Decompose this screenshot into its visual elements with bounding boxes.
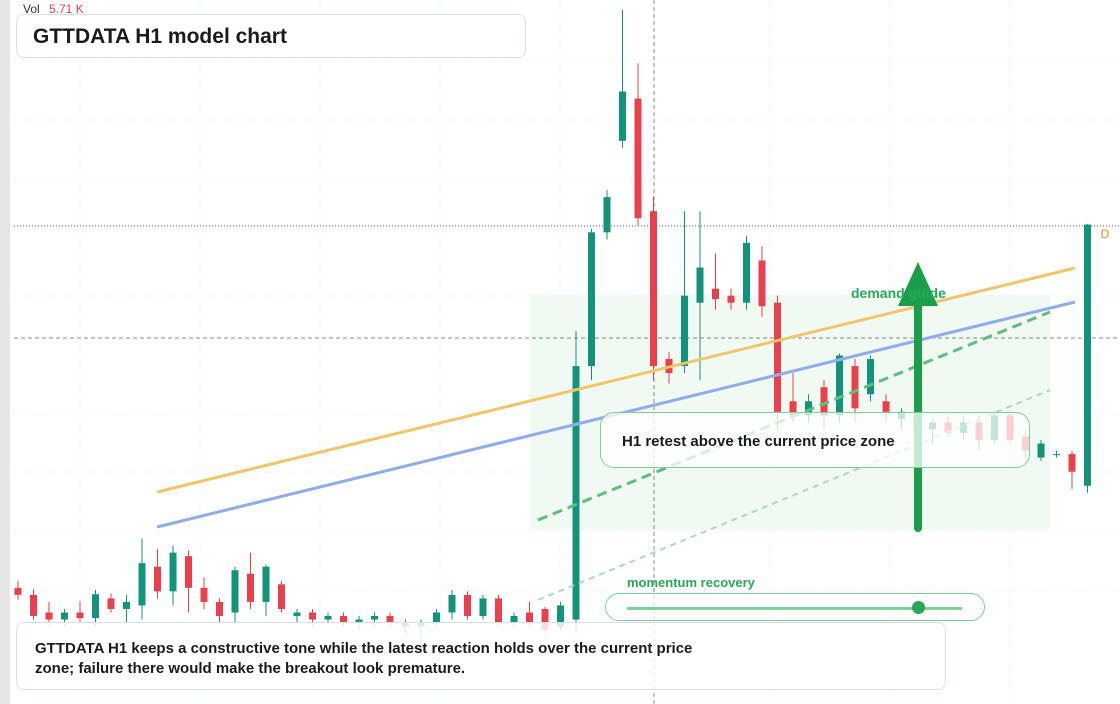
candle-body <box>278 584 285 609</box>
candle-body <box>138 563 146 606</box>
candle-body <box>681 295 688 367</box>
candle-body <box>557 605 564 627</box>
candle-body <box>1068 454 1076 472</box>
candle-body <box>541 608 549 631</box>
candle-body <box>464 594 471 616</box>
candle-body <box>1084 224 1091 486</box>
candle-body <box>882 401 890 412</box>
candle-body <box>712 288 719 300</box>
momentum-slider <box>605 593 985 621</box>
annotation: H1 retest above the current price zone <box>600 412 1030 468</box>
candle-body <box>650 211 657 367</box>
annotation: momentum recovery <box>627 575 755 590</box>
candle-body <box>76 612 84 619</box>
candle-body <box>619 91 626 141</box>
candle-body <box>1053 454 1060 456</box>
candle-body <box>510 616 518 624</box>
candle-body <box>231 570 239 613</box>
candle-body <box>386 616 394 624</box>
candle-body <box>805 401 812 416</box>
candle-body <box>448 594 456 613</box>
candle-body <box>293 612 301 616</box>
candle-body <box>774 302 781 412</box>
candle-body <box>200 587 208 602</box>
candle-body <box>820 387 828 416</box>
volume-label: Vol <box>23 2 40 16</box>
candle-body <box>479 598 487 616</box>
channel-line <box>537 389 1051 601</box>
left-edge <box>0 0 10 704</box>
candle-body <box>603 197 611 233</box>
marker: D <box>1101 227 1110 241</box>
candle-body <box>216 601 223 616</box>
candle-body <box>758 260 766 307</box>
candle-body <box>371 616 378 620</box>
candle-body <box>433 612 440 624</box>
candle-body <box>340 616 347 624</box>
candle-body <box>696 267 704 303</box>
candle-body <box>851 366 859 409</box>
candle-body <box>355 619 363 624</box>
candle-body <box>495 598 502 624</box>
candle-body <box>169 552 177 592</box>
candle-body <box>107 598 115 609</box>
candle-body <box>1037 443 1045 458</box>
candle-body <box>247 573 254 602</box>
slider-track <box>627 607 962 610</box>
candle-body <box>526 612 533 624</box>
candle-body <box>154 566 161 592</box>
candle-body <box>262 566 270 602</box>
candle-body <box>309 612 316 620</box>
candle-body <box>45 612 53 620</box>
candle-body <box>92 594 99 619</box>
candle-body <box>867 359 874 395</box>
annotation: demand guide <box>851 285 946 301</box>
candle-body <box>14 587 22 595</box>
arrow-head <box>898 262 938 306</box>
chart-title: GTTDATA H1 model chart <box>16 14 526 58</box>
candle-body <box>743 242 750 303</box>
candle-body <box>123 601 130 609</box>
candle-body <box>185 556 192 588</box>
candle-body <box>727 295 735 303</box>
candle-body <box>324 616 332 620</box>
candle-body <box>634 98 642 219</box>
candle-body <box>588 232 595 367</box>
candle-body <box>789 401 797 416</box>
description-panel: GTTDATA H1 keeps a constructive tone whi… <box>16 622 946 690</box>
candle-body <box>30 594 37 616</box>
candle-body <box>836 355 843 416</box>
description: GTTDATA H1 keeps a constructive tone whi… <box>35 640 693 677</box>
slider-knob <box>912 601 925 614</box>
volume-value: 5.71 K <box>49 2 84 16</box>
candle-body <box>572 366 580 620</box>
candle-body <box>61 612 68 620</box>
